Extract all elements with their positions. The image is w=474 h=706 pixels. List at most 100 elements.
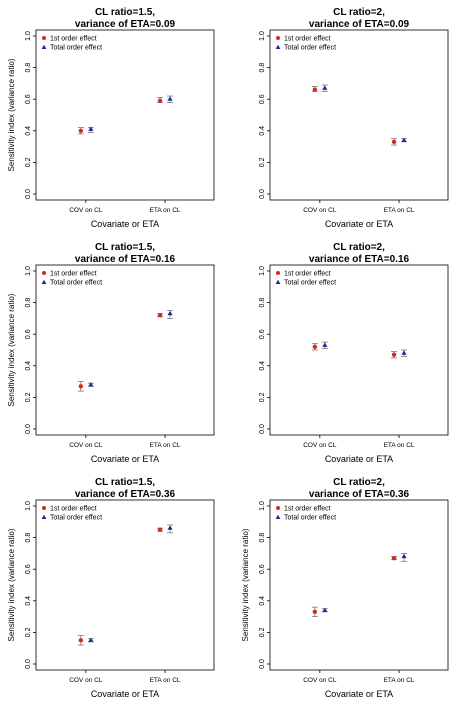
data-point-total-order (167, 96, 173, 101)
y-tick-label: 0.8 (25, 63, 32, 73)
x-axis-label: Covariate or ETA (325, 219, 393, 229)
y-tick-label: 0.6 (25, 94, 32, 104)
x-tick-label: COV on CL (303, 207, 337, 214)
y-tick-label: 0.2 (259, 627, 266, 637)
y-tick-label: 0.4 (25, 126, 32, 136)
y-tick-label: 1.0 (259, 31, 266, 41)
legend-marker-total-order (275, 514, 281, 519)
x-axis-label: Covariate or ETA (325, 454, 393, 464)
y-axis-label: Sensitivity index (variance ratio) (7, 58, 16, 171)
y-tick-label: 0.6 (259, 94, 266, 104)
y-axis-label: Sensitivity index (variance ratio) (7, 528, 16, 641)
data-point-first-order (157, 527, 163, 532)
x-tick-label: ETA on CL (384, 442, 415, 449)
x-axis-label: Covariate or ETA (325, 689, 393, 699)
x-tick-label: COV on CL (303, 442, 337, 449)
data-point-total-order (401, 553, 407, 559)
y-tick-label: 0.8 (259, 533, 266, 543)
plot-frame (269, 29, 449, 201)
chart-title-line2: variance of ETA=0.09 (75, 19, 176, 30)
data-point-total-order (401, 350, 407, 355)
legend: 1st order effect Total order effect (275, 36, 336, 52)
chart-title-line2: variance of ETA=0.16 (309, 254, 410, 265)
x-tick-label: COV on CL (69, 677, 103, 684)
legend-label: Total order effect (50, 515, 102, 522)
y-tick-label: 0.4 (259, 126, 266, 136)
x-tick-label: COV on CL (69, 207, 103, 214)
x-tick-label: ETA on CL (384, 677, 415, 684)
y-tick-label: 0.4 (25, 361, 32, 371)
x-axis-label: Covariate or ETA (91, 454, 159, 464)
y-tick-label: 1.0 (259, 266, 266, 276)
data-point-total-order (322, 342, 328, 347)
y-tick-label: 0.2 (259, 157, 266, 167)
chart-panel-5: CL ratio=1.5,variance of ETA=0.36 0.0 0.2 0… (7, 477, 215, 699)
chart-title-line1: CL ratio=2, (333, 477, 385, 488)
chart-title-line2: variance of ETA=0.36 (309, 489, 410, 500)
x-tick-label: COV on CL (69, 442, 103, 449)
y-tick-label: 0.8 (25, 298, 32, 308)
y-tick-label: 0.6 (25, 329, 32, 339)
legend-marker-total-order (275, 279, 281, 284)
plot-frame (269, 264, 449, 436)
y-tick-label: 0.2 (25, 392, 32, 402)
y-tick-label: 0.2 (25, 627, 32, 637)
y-tick-label: 0.0 (25, 659, 32, 669)
y-tick-label: 0.0 (259, 189, 266, 199)
legend-label: 1st order effect (50, 506, 97, 513)
legend: 1st order effect Total order effect (275, 271, 336, 287)
data-point-first-order (312, 344, 318, 350)
legend-label: 1st order effect (50, 271, 97, 278)
data-point-total-order (167, 310, 173, 316)
data-point-total-order (88, 126, 94, 131)
legend-label: 1st order effect (284, 36, 331, 43)
x-tick-label: ETA on CL (150, 442, 181, 449)
legend-label: 1st order effect (284, 506, 331, 513)
legend-label: Total order effect (50, 280, 102, 287)
chart-panel-6: CL ratio=2,variance of ETA=0.36 0.0 0.2 0.4… (241, 477, 449, 699)
y-tick-label: 0.0 (259, 659, 266, 669)
legend-label: Total order effect (284, 280, 336, 287)
legend-marker-total-order (41, 514, 47, 519)
y-tick-label: 1.0 (25, 266, 32, 276)
data-point-first-order (157, 313, 163, 318)
legend-marker-first-order (42, 506, 46, 510)
y-tick-label: 0.2 (25, 157, 32, 167)
data-point-first-order (391, 139, 397, 145)
plot-frame (269, 499, 449, 671)
chart-title-line1: CL ratio=1.5, (95, 477, 155, 488)
legend-marker-first-order (42, 271, 46, 275)
x-tick-label: ETA on CL (150, 677, 181, 684)
y-tick-label: 0.4 (259, 361, 266, 371)
data-point-first-order (391, 555, 397, 561)
y-tick-label: 0.6 (259, 564, 266, 574)
legend: 1st order effect Total order effect (275, 506, 336, 522)
data-point-first-order (312, 87, 318, 92)
legend-marker-total-order (41, 44, 47, 49)
legend-marker-total-order (275, 44, 281, 49)
legend-label: Total order effect (284, 515, 336, 522)
x-tick-label: COV on CL (303, 677, 337, 684)
data-point-total-order (88, 381, 94, 387)
y-tick-label: 0.6 (259, 329, 266, 339)
chart-panel-2: CL ratio=2,variance of ETA=0.09 0.0 0.2 0.4… (259, 7, 449, 229)
chart-title-line1: CL ratio=1.5, (95, 7, 155, 18)
chart-title-line2: variance of ETA=0.16 (75, 254, 176, 265)
chart-title-line2: variance of ETA=0.09 (309, 19, 410, 30)
data-point-total-order (88, 637, 94, 642)
data-point-first-order (78, 638, 84, 643)
legend-marker-first-order (276, 271, 280, 275)
chart-title-line1: CL ratio=2, (333, 242, 385, 253)
data-point-first-order (78, 128, 84, 133)
y-tick-label: 0.0 (25, 189, 32, 199)
chart-panel-1: CL ratio=1.5,variance of ETA=0.09 0.0 0.2 0… (7, 7, 215, 229)
y-tick-label: 0.8 (259, 63, 266, 73)
legend: 1st order effect Total order effect (41, 271, 102, 287)
x-tick-label: ETA on CL (384, 207, 415, 214)
data-point-total-order (167, 525, 173, 530)
chart-panel-3: CL ratio=1.5,variance of ETA=0.16 0.0 0.2 0… (7, 242, 215, 464)
legend-marker-first-order (276, 36, 280, 40)
y-tick-label: 0.8 (259, 298, 266, 308)
y-axis-label: Sensitivity index (variance ratio) (241, 528, 250, 641)
